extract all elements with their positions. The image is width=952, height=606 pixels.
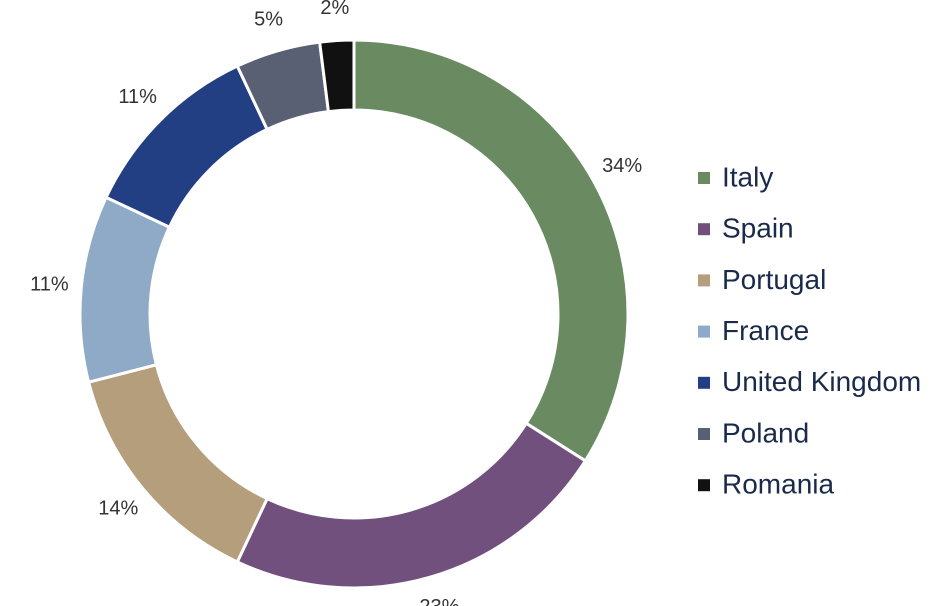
legend-swatch [698, 428, 710, 440]
slice [86, 362, 270, 564]
value-label: 11% [30, 273, 69, 295]
slice [235, 421, 588, 590]
legend-label: Portugal [722, 264, 826, 295]
slice [352, 38, 630, 463]
value-label: 5% [254, 8, 283, 30]
legend-label: Romania [722, 469, 834, 500]
value-label: 14% [98, 497, 138, 519]
value-label: 2% [320, 0, 349, 19]
legend-label: United Kingdom [722, 366, 921, 397]
legend-swatch [698, 479, 710, 492]
legend-swatch [698, 223, 710, 236]
value-label: 34% [602, 155, 642, 177]
slice [317, 38, 356, 114]
value-label: 11% [118, 86, 157, 108]
legend-label: Italy [722, 161, 773, 192]
legend-label: France [722, 315, 809, 346]
legend-label: Poland [722, 417, 809, 448]
legend-swatch [698, 376, 710, 389]
legend-swatch [698, 274, 710, 287]
legend-label: Spain [722, 213, 794, 244]
value-label: 23% [419, 596, 459, 606]
slice [78, 195, 172, 384]
legend-swatch [698, 172, 710, 184]
legend-swatch [698, 325, 710, 338]
